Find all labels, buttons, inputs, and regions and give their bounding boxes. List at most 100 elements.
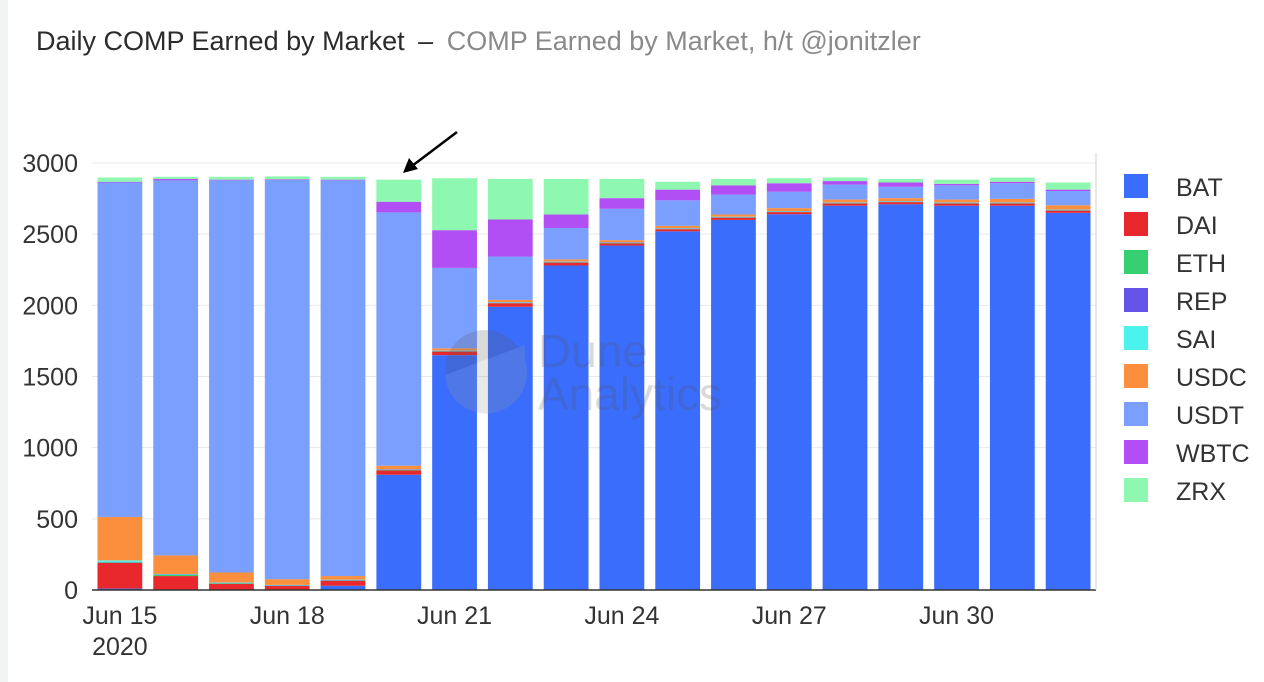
bar-segment-zrx-2020-07-01[interactable] bbox=[989, 177, 1035, 182]
bar-segment-zrx-2020-06-27[interactable] bbox=[766, 178, 812, 184]
bar-segment-bat-2020-06-19[interactable] bbox=[320, 585, 366, 590]
bar-segment-zrx-2020-06-20[interactable] bbox=[376, 179, 422, 202]
bar-segment-zrx-2020-06-29[interactable] bbox=[878, 178, 924, 183]
bar-segment-eth-2020-06-16[interactable] bbox=[153, 574, 199, 577]
bar-segment-dai-2020-07-01[interactable] bbox=[989, 203, 1035, 206]
bar-segment-dai-2020-06-19[interactable] bbox=[320, 580, 366, 586]
bar-segment-dai-2020-06-15[interactable] bbox=[97, 562, 143, 589]
bar-segment-usdt-2020-06-23[interactable] bbox=[543, 228, 589, 260]
bar-segment-dai-2020-06-30[interactable] bbox=[934, 203, 979, 206]
bar-segment-dai-2020-06-17[interactable] bbox=[209, 583, 254, 590]
bar-segment-wbtc-2020-06-17[interactable] bbox=[209, 179, 254, 181]
legend-item-eth[interactable]: ETH bbox=[1124, 250, 1226, 278]
bar-segment-dai-2020-07-02[interactable] bbox=[1045, 210, 1091, 213]
bar-segment-zrx-2020-06-17[interactable] bbox=[209, 176, 254, 180]
bar-segment-usdc-2020-06-18[interactable] bbox=[264, 579, 310, 585]
bar-segment-wbtc-2020-06-23[interactable] bbox=[543, 214, 589, 229]
bar-segment-bat-2020-06-27[interactable] bbox=[766, 214, 812, 591]
bar-segment-zrx-2020-06-19[interactable] bbox=[320, 176, 366, 180]
legend-item-usdc[interactable]: USDC bbox=[1124, 364, 1247, 392]
bar-segment-wbtc-2020-07-01[interactable] bbox=[989, 181, 1035, 184]
legend-item-sai[interactable]: SAI bbox=[1124, 326, 1216, 354]
bar-segment-usdt-2020-06-29[interactable] bbox=[878, 186, 924, 199]
bar-segment-wbtc-2020-06-28[interactable] bbox=[822, 181, 868, 185]
legend-item-bat[interactable]: BAT bbox=[1124, 174, 1223, 202]
bar-segment-usdt-2020-06-18[interactable] bbox=[264, 179, 310, 580]
bar-segment-dai-2020-06-22[interactable] bbox=[487, 303, 533, 307]
bar-segment-bat-2020-06-21[interactable] bbox=[432, 355, 477, 590]
bar-segment-usdt-2020-06-25[interactable] bbox=[655, 200, 701, 226]
legend-item-dai[interactable]: DAI bbox=[1124, 212, 1218, 240]
bar-segment-usdt-2020-06-30[interactable] bbox=[934, 185, 979, 200]
bar-segment-bat-2020-07-02[interactable] bbox=[1045, 212, 1091, 590]
bar-segment-bat-2020-06-23[interactable] bbox=[543, 265, 589, 590]
bar-segment-wbtc-2020-06-25[interactable] bbox=[655, 189, 701, 201]
bar-segment-dai-2020-06-20[interactable] bbox=[376, 470, 422, 475]
bar-segment-zrx-2020-06-25[interactable] bbox=[655, 181, 701, 190]
bar-segment-usdc-2020-06-16[interactable] bbox=[153, 555, 199, 574]
bar-segment-usdc-2020-06-20[interactable] bbox=[376, 465, 422, 470]
bar-segment-dai-2020-06-18[interactable] bbox=[264, 586, 310, 590]
bar-segment-zrx-2020-06-26[interactable] bbox=[711, 178, 756, 186]
bar-segment-bat-2020-06-28[interactable] bbox=[822, 205, 868, 590]
bar-segment-usdc-2020-07-02[interactable] bbox=[1045, 205, 1091, 210]
bar-segment-bat-2020-06-24[interactable] bbox=[599, 245, 645, 591]
bar-segment-usdc-2020-06-23[interactable] bbox=[543, 259, 589, 262]
bar-segment-usdt-2020-06-27[interactable] bbox=[766, 191, 812, 209]
bar-segment-bat-2020-07-01[interactable] bbox=[989, 205, 1035, 590]
bar-segment-usdc-2020-06-22[interactable] bbox=[487, 299, 533, 303]
bar-segment-usdc-2020-07-01[interactable] bbox=[989, 198, 1035, 203]
bar-segment-eth-2020-06-17[interactable] bbox=[209, 583, 254, 584]
bar-segment-usdc-2020-06-25[interactable] bbox=[655, 225, 701, 229]
bar-segment-dai-2020-06-23[interactable] bbox=[543, 262, 589, 266]
bar-segment-zrx-2020-06-21[interactable] bbox=[432, 178, 477, 231]
bar-segment-wbtc-2020-06-22[interactable] bbox=[487, 219, 533, 257]
bar-segment-wbtc-2020-07-02[interactable] bbox=[1045, 189, 1091, 192]
bar-segment-dai-2020-06-28[interactable] bbox=[822, 203, 868, 206]
bar-segment-sai-2020-06-15[interactable] bbox=[97, 560, 143, 562]
bar-segment-eth-2020-06-15[interactable] bbox=[97, 562, 143, 563]
bar-segment-usdc-2020-06-19[interactable] bbox=[320, 576, 366, 580]
bar-segment-zrx-2020-07-02[interactable] bbox=[1045, 182, 1091, 190]
bar-segment-dai-2020-06-21[interactable] bbox=[432, 351, 477, 356]
bar-segment-zrx-2020-06-23[interactable] bbox=[543, 178, 589, 215]
bar-segment-wbtc-2020-06-30[interactable] bbox=[934, 183, 979, 186]
bar-segment-wbtc-2020-06-24[interactable] bbox=[599, 198, 645, 209]
bar-segment-dai-2020-06-27[interactable] bbox=[766, 212, 812, 215]
bar-segment-zrx-2020-06-16[interactable] bbox=[153, 176, 199, 179]
bar-segment-usdc-2020-06-26[interactable] bbox=[711, 214, 756, 217]
bar-segment-usdt-2020-06-17[interactable] bbox=[209, 180, 254, 573]
bar-segment-wbtc-2020-06-26[interactable] bbox=[711, 185, 756, 195]
bar-segment-usdc-2020-06-29[interactable] bbox=[878, 198, 924, 202]
bar-segment-zrx-2020-06-18[interactable] bbox=[264, 176, 310, 180]
bar-segment-dai-2020-06-24[interactable] bbox=[599, 243, 645, 246]
bar-segment-usdt-2020-06-21[interactable] bbox=[432, 267, 477, 349]
bar-segment-usdc-2020-06-28[interactable] bbox=[822, 199, 868, 203]
bar-segment-usdt-2020-07-02[interactable] bbox=[1045, 191, 1091, 206]
bar-segment-usdt-2020-06-20[interactable] bbox=[376, 212, 422, 466]
bar-segment-zrx-2020-06-30[interactable] bbox=[934, 179, 979, 184]
bar-segment-usdt-2020-06-26[interactable] bbox=[711, 194, 756, 215]
bar-segment-zrx-2020-06-15[interactable] bbox=[97, 177, 143, 182]
bar-segment-dai-2020-06-25[interactable] bbox=[655, 229, 701, 232]
bar-segment-bat-2020-06-20[interactable] bbox=[376, 474, 422, 590]
bar-segment-usdc-2020-06-30[interactable] bbox=[934, 199, 979, 203]
bar-segment-wbtc-2020-06-18[interactable] bbox=[264, 179, 310, 180]
bar-segment-usdt-2020-06-24[interactable] bbox=[599, 208, 645, 241]
legend-item-usdt[interactable]: USDT bbox=[1124, 402, 1244, 430]
bar-segment-wbtc-2020-06-29[interactable] bbox=[878, 182, 924, 187]
bar-segment-wbtc-2020-06-21[interactable] bbox=[432, 230, 477, 268]
bar-segment-dai-2020-06-29[interactable] bbox=[878, 202, 924, 205]
bar-segment-wbtc-2020-06-20[interactable] bbox=[376, 201, 422, 213]
bar-segment-usdt-2020-06-28[interactable] bbox=[822, 184, 868, 200]
bar-segment-zrx-2020-06-22[interactable] bbox=[487, 178, 533, 220]
legend-item-wbtc[interactable]: WBTC bbox=[1124, 440, 1250, 468]
bar-segment-usdt-2020-06-16[interactable] bbox=[153, 180, 199, 556]
bar-segment-usdc-2020-06-21[interactable] bbox=[432, 348, 477, 351]
bar-segment-usdc-2020-06-27[interactable] bbox=[766, 208, 812, 211]
bar-segment-dai-2020-06-26[interactable] bbox=[711, 217, 756, 220]
bar-segment-usdc-2020-06-17[interactable] bbox=[209, 572, 254, 583]
bar-segment-usdt-2020-06-15[interactable] bbox=[97, 182, 143, 517]
bar-segment-dai-2020-06-16[interactable] bbox=[153, 576, 199, 590]
bar-segment-usdt-2020-07-01[interactable] bbox=[989, 183, 1035, 199]
